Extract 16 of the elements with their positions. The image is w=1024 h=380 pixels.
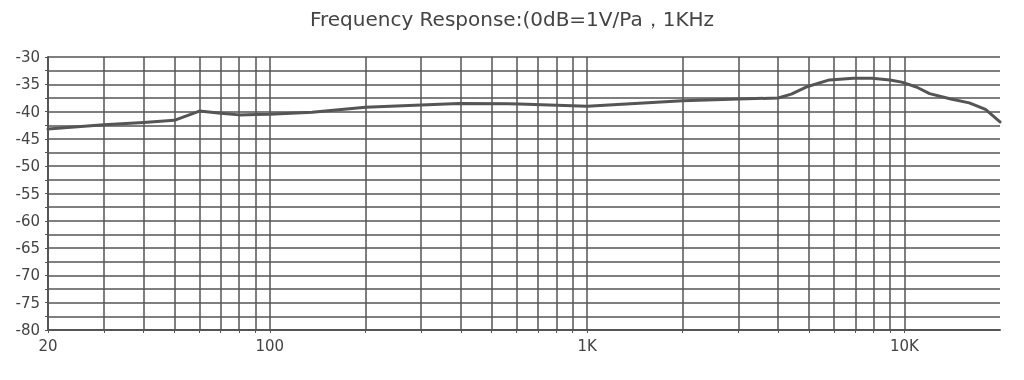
y-tick-label: -45 — [15, 129, 40, 148]
y-tick-label: -55 — [15, 184, 40, 203]
y-tick-label: -30 — [15, 48, 40, 66]
y-tick-label: -35 — [15, 75, 40, 94]
y-tick-label: -65 — [15, 239, 40, 258]
x-tick-label: 100 — [255, 336, 285, 355]
y-tick-label: -40 — [15, 102, 40, 121]
y-tick-label: -80 — [15, 321, 40, 339]
y-tick-label: -75 — [15, 293, 40, 312]
y-tick-label: -60 — [15, 211, 40, 230]
x-tick-label: 20 — [38, 336, 58, 355]
y-tick-label: -70 — [15, 266, 40, 285]
chart-title: Frequency Response:(0dB=1V/Pa，1KHz — [309, 7, 715, 31]
x-tick-label: 1K — [577, 336, 598, 355]
x-tick-label: 10K — [890, 336, 921, 355]
y-tick-label: -50 — [15, 157, 40, 176]
